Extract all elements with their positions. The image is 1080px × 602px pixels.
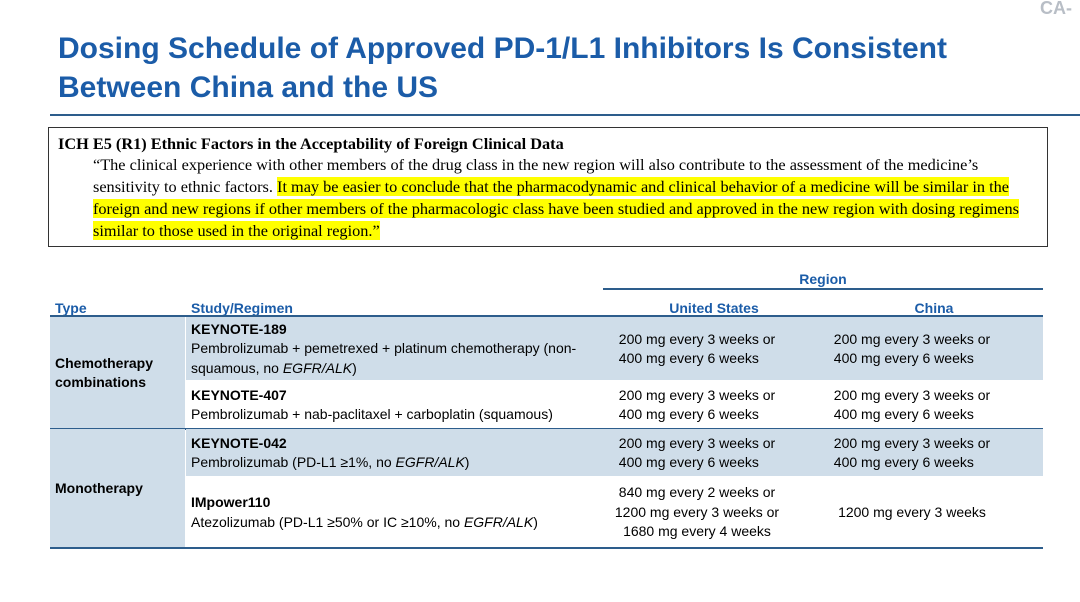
dose-block: 840 mg every 2 weeks or 1200 mg every 3 w… (615, 483, 779, 542)
column-header: Type (55, 300, 87, 316)
regimen-italic: EGFR/ALK (395, 454, 465, 470)
regimen-text: Pembrolizumab + pemetrexed + platinum ch… (191, 340, 577, 376)
quote-box: ICH E5 (R1) Ethnic Factors in the Accept… (48, 127, 1048, 247)
regimen-text: ) (352, 359, 357, 376)
type-cell-bg (50, 429, 185, 548)
dose-cell: 200 mg every 3 weeks or 400 mg every 6 we… (603, 429, 791, 477)
dose-line: 200 mg every 3 weeks or (618, 434, 776, 451)
group-header: Region (799, 271, 847, 287)
regimen-text: Pembrolizumab (PD-L1 ≥1%, no (191, 454, 396, 470)
header-rule (603, 288, 1043, 290)
header-rule (50, 315, 1043, 317)
study-name: KEYNOTE-407 (191, 386, 287, 403)
dose-line: 400 mg every 6 weeks (833, 454, 974, 470)
regimen-text: ) (464, 454, 470, 470)
column-header: United States (669, 300, 759, 316)
study-name: KEYNOTE-189 (191, 320, 287, 337)
regimen: Pembrolizumab + pemetrexed + platinum ch… (191, 339, 601, 378)
dose-cell: 200 mg every 3 weeks or 400 mg every 6 we… (603, 317, 791, 381)
type-cell-bg (50, 317, 185, 429)
dose-cell: 200 mg every 3 weeks or 400 mg every 6 we… (603, 381, 791, 429)
regimen-italic: EGFR/ALK (282, 359, 353, 376)
row-bg (186, 317, 1043, 380)
regimen-text: Atezolizumab (PD-L1 ≥50% or IC ≥10%, no (191, 513, 464, 530)
row-bg (186, 429, 1043, 476)
study-cell: KEYNOTE-189 Pembrolizumab + pemetrexed + … (191, 317, 601, 381)
corner-label: CA- (1040, 0, 1072, 18)
dose-block: 200 mg every 3 weeks or 400 mg every 6 we… (619, 386, 775, 425)
dose-line: 400 mg every 6 weeks (618, 406, 759, 422)
column-header: China (914, 300, 954, 316)
quote-text: “The clinical experience with other memb… (93, 154, 1027, 242)
dose-cell: 200 mg every 3 weeks or 400 mg every 6 we… (810, 381, 1014, 429)
quote-heading: ICH E5 (R1) Ethnic Factors in the Accept… (58, 134, 564, 153)
dose-line: 400 mg every 6 weeks (618, 454, 759, 470)
dose-block: 200 mg every 3 weeks or 400 mg every 6 we… (834, 330, 990, 369)
title-line: Between China and the US (58, 71, 439, 104)
dose-line: 200 mg every 3 weeks or (618, 386, 776, 403)
regimen-text: Pembrolizumab + nab-paclitaxel + carbopl… (191, 406, 553, 422)
dose-line: 200 mg every 3 weeks or (833, 434, 991, 451)
dose-line: 840 mg every 2 weeks or (618, 484, 776, 501)
regimen: Pembrolizumab + nab-paclitaxel + carbopl… (191, 405, 601, 425)
dose-line: 200 mg every 3 weeks or (833, 330, 991, 347)
dose-line: 1200 mg every 3 weeks (838, 503, 986, 520)
dose-line: 200 mg every 3 weeks or (618, 330, 776, 347)
dose-cell: 200 mg every 3 weeks or 400 mg every 6 we… (810, 429, 1014, 477)
regimen-text: ) (533, 513, 538, 530)
study-cell: KEYNOTE-042 Pembrolizumab (PD-L1 ≥1%, no … (191, 429, 601, 477)
dose-block: 200 mg every 3 weeks or 400 mg every 6 we… (834, 434, 990, 473)
row-bg (186, 381, 1043, 428)
title-rule (50, 114, 1080, 116)
dose-block: 200 mg every 3 weeks or 400 mg every 6 we… (619, 330, 775, 369)
dose-line: 400 mg every 6 weeks (618, 350, 759, 366)
dose-cell: 200 mg every 3 weeks or 400 mg every 6 we… (810, 317, 1014, 381)
dose-block: 200 mg every 3 weeks or 400 mg every 6 we… (619, 434, 775, 473)
column-header: Study/Regimen (191, 300, 293, 316)
row-bg (186, 477, 1043, 547)
study-cell: KEYNOTE-407 Pembrolizumab + nab-paclitaxe… (191, 381, 601, 429)
quote-plain: “The clinical experience with other memb… (93, 155, 979, 196)
regimen: Atezolizumab (PD-L1 ≥50% or IC ≥10%, no … (191, 513, 601, 533)
type-cell: Monotherapy (55, 429, 180, 548)
dose-cell: 1200 mg every 3 weeks (810, 477, 1014, 548)
group-rule (50, 547, 1043, 549)
dose-line: 1200 mg every 3 weeks or (614, 503, 780, 520)
type-label: Monotherapy (55, 479, 143, 496)
study-name: KEYNOTE-042 (191, 434, 287, 451)
dose-block: 200 mg every 3 weeks or 400 mg every 6 we… (834, 386, 990, 425)
regimen: Pembrolizumab (PD-L1 ≥1%, no EGFR/ALK) (191, 453, 601, 473)
dose-line: 200 mg every 3 weeks or (833, 386, 991, 403)
title-line: Dosing Schedule of Approved PD-1/L1 Inhi… (58, 32, 947, 65)
dose-line: 1680 mg every 4 weeks (623, 523, 771, 540)
study-cell: IMpower110 Atezolizumab (PD-L1 ≥50% or IC… (191, 477, 601, 548)
dose-line: 400 mg every 6 weeks (833, 406, 974, 422)
dose-block: 1200 mg every 3 weeks (838, 503, 986, 523)
dose-line: 400 mg every 6 weeks (833, 350, 974, 366)
regimen-italic: EGFR/ALK (463, 513, 534, 530)
type-cell: Chemotherapy combinations (55, 317, 180, 429)
type-label: Chemotherapy combinations (55, 354, 154, 391)
study-name: IMpower110 (191, 494, 271, 510)
dose-cell: 840 mg every 2 weeks or 1200 mg every 3 w… (603, 477, 791, 548)
